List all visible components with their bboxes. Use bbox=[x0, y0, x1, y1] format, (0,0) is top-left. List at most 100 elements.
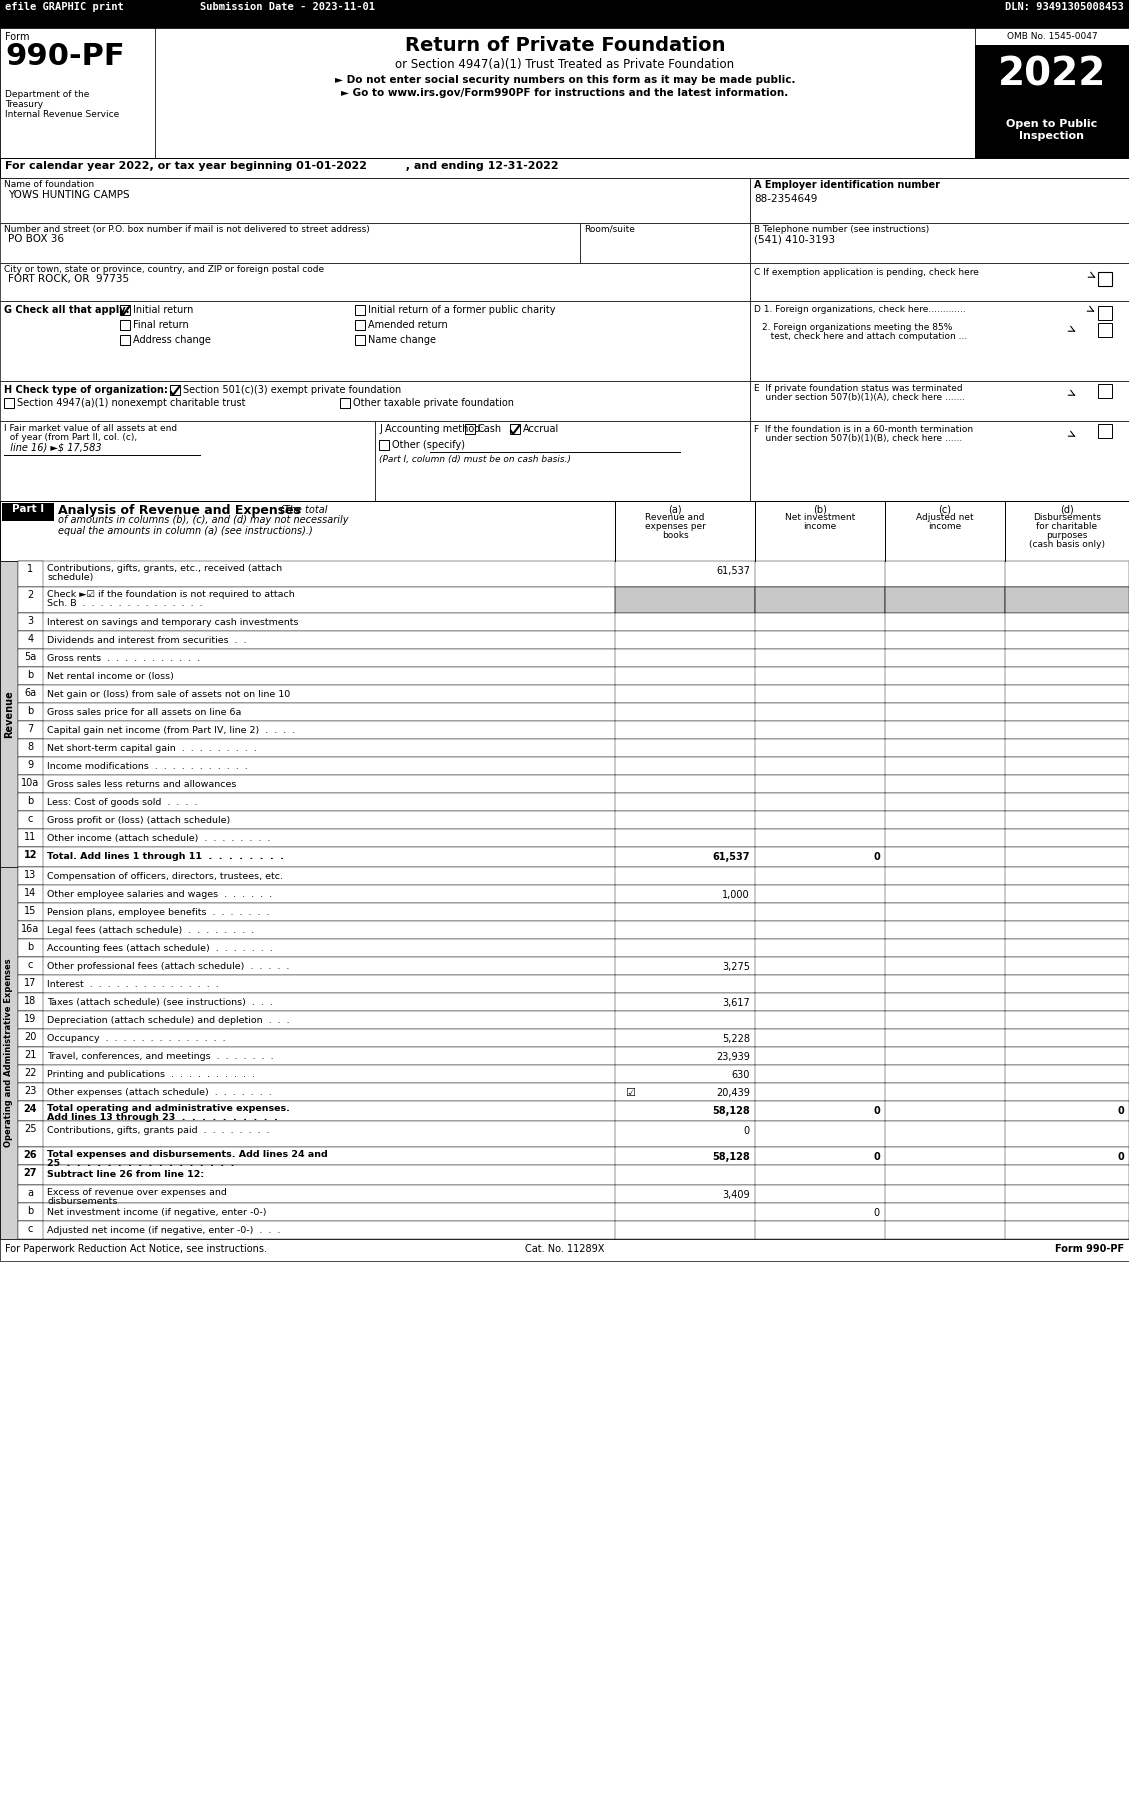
Bar bbox=[18, 649, 1129, 667]
Text: Part I: Part I bbox=[12, 503, 44, 514]
Bar bbox=[18, 561, 43, 586]
Text: Final return: Final return bbox=[133, 320, 189, 331]
Text: 17: 17 bbox=[25, 978, 36, 987]
Text: Treasury: Treasury bbox=[5, 101, 43, 110]
Text: 2: 2 bbox=[27, 590, 34, 601]
Text: Gross sales price for all assets on line 6a: Gross sales price for all assets on line… bbox=[47, 708, 242, 717]
Text: line 16) ►$ 17,583: line 16) ►$ 17,583 bbox=[5, 442, 102, 451]
Text: b: b bbox=[27, 1206, 34, 1215]
Bar bbox=[750, 300, 1129, 381]
Text: 25  .  .  .  .  .  .  .  .  .  .  .  .  .  .  .  .  .: 25 . . . . . . . . . . . . . . . . . bbox=[47, 1160, 235, 1169]
Text: 990-PF: 990-PF bbox=[5, 41, 124, 70]
Text: under section 507(b)(1)(B), check here ......: under section 507(b)(1)(B), check here .… bbox=[754, 433, 962, 442]
Text: Subtract line 26 from line 12:: Subtract line 26 from line 12: bbox=[47, 1170, 204, 1179]
Text: (b): (b) bbox=[813, 503, 826, 514]
Text: Cat. No. 11289X: Cat. No. 11289X bbox=[525, 1244, 605, 1253]
Bar bbox=[18, 885, 1129, 903]
Text: Adjusted net: Adjusted net bbox=[917, 512, 974, 521]
Bar bbox=[18, 739, 1129, 757]
Bar bbox=[120, 334, 130, 345]
Bar bbox=[18, 1203, 1129, 1221]
Text: 3,617: 3,617 bbox=[723, 998, 750, 1009]
Bar bbox=[1099, 385, 1112, 397]
Bar bbox=[885, 586, 1005, 613]
Text: of year (from Part II, col. (c),: of year (from Part II, col. (c), bbox=[5, 433, 137, 442]
Text: Form 990-PF: Form 990-PF bbox=[1054, 1244, 1124, 1253]
Text: purposes: purposes bbox=[1047, 530, 1087, 539]
Bar bbox=[18, 992, 43, 1010]
Bar bbox=[18, 939, 43, 957]
Text: 8: 8 bbox=[27, 743, 34, 752]
Text: Total. Add lines 1 through 11  .  .  .  .  .  .  .  .: Total. Add lines 1 through 11 . . . . . … bbox=[47, 852, 285, 861]
Bar bbox=[18, 847, 43, 867]
Text: Open to Public: Open to Public bbox=[1006, 119, 1097, 129]
Text: Excess of revenue over expenses and: Excess of revenue over expenses and bbox=[47, 1188, 227, 1197]
Text: 0: 0 bbox=[873, 1106, 879, 1117]
Text: Net gain or (loss) from sale of assets not on line 10: Net gain or (loss) from sale of assets n… bbox=[47, 690, 290, 699]
Text: Gross profit or (loss) (attach schedule): Gross profit or (loss) (attach schedule) bbox=[47, 816, 230, 825]
Text: 3,409: 3,409 bbox=[723, 1190, 750, 1199]
Bar bbox=[18, 903, 43, 921]
Bar bbox=[120, 320, 130, 331]
Text: B Telephone number (see instructions): B Telephone number (see instructions) bbox=[754, 225, 929, 234]
Bar bbox=[120, 306, 130, 315]
Bar bbox=[0, 223, 580, 263]
Text: Interest  .  .  .  .  .  .  .  .  .  .  .  .  .  .  .: Interest . . . . . . . . . . . . . . . bbox=[47, 980, 219, 989]
Bar bbox=[18, 1203, 43, 1221]
Bar bbox=[1005, 586, 1129, 613]
Text: Contributions, gifts, grants, etc., received (attach: Contributions, gifts, grants, etc., rece… bbox=[47, 565, 282, 574]
Bar bbox=[975, 29, 1129, 158]
Text: Pension plans, employee benefits  .  .  .  .  .  .  .: Pension plans, employee benefits . . . .… bbox=[47, 908, 270, 917]
Bar bbox=[0, 158, 1129, 178]
Bar bbox=[0, 867, 18, 1239]
Bar bbox=[18, 775, 43, 793]
Text: 10a: 10a bbox=[21, 779, 40, 788]
Text: Section 4947(a)(1) nonexempt charitable trust: Section 4947(a)(1) nonexempt charitable … bbox=[17, 397, 245, 408]
Text: 22: 22 bbox=[24, 1068, 37, 1079]
Text: 21: 21 bbox=[25, 1050, 36, 1061]
Text: H Check type of organization:: H Check type of organization: bbox=[5, 385, 168, 396]
Text: Interest on savings and temporary cash investments: Interest on savings and temporary cash i… bbox=[47, 619, 298, 628]
Text: 15: 15 bbox=[25, 906, 36, 915]
Bar bbox=[0, 263, 750, 300]
Text: b: b bbox=[27, 942, 34, 951]
Text: of amounts in columns (b), (c), and (d) may not necessarily: of amounts in columns (b), (c), and (d) … bbox=[58, 514, 349, 525]
Text: Operating and Administrative Expenses: Operating and Administrative Expenses bbox=[5, 958, 14, 1147]
Text: Other expenses (attach schedule)  .  .  .  .  .  .  .: Other expenses (attach schedule) . . . .… bbox=[47, 1088, 272, 1097]
Bar bbox=[18, 1064, 1129, 1082]
Text: 5a: 5a bbox=[25, 653, 36, 662]
Bar bbox=[0, 1239, 1129, 1260]
Text: ► Do not enter social security numbers on this form as it may be made public.: ► Do not enter social security numbers o… bbox=[335, 76, 795, 85]
Text: (The total: (The total bbox=[280, 503, 327, 514]
Bar bbox=[2, 503, 54, 521]
Text: 0: 0 bbox=[1118, 1153, 1124, 1162]
Text: 20: 20 bbox=[25, 1032, 36, 1043]
Bar bbox=[0, 381, 750, 421]
Bar bbox=[18, 921, 1129, 939]
Bar bbox=[18, 1100, 1129, 1120]
Text: Net rental income or (loss): Net rental income or (loss) bbox=[47, 672, 174, 681]
Bar bbox=[18, 811, 43, 829]
Text: 3,275: 3,275 bbox=[723, 962, 750, 973]
Text: 20,439: 20,439 bbox=[716, 1088, 750, 1099]
Text: Sch. B  .  .  .  .  .  .  .  .  .  .  .  .  .  .: Sch. B . . . . . . . . . . . . . . bbox=[47, 599, 202, 608]
Bar bbox=[0, 29, 1129, 158]
Text: Cash: Cash bbox=[478, 424, 502, 433]
Text: c: c bbox=[28, 960, 33, 969]
Text: test, check here and attach computation ...: test, check here and attach computation … bbox=[762, 333, 968, 342]
Text: City or town, state or province, country, and ZIP or foreign postal code: City or town, state or province, country… bbox=[5, 264, 324, 273]
Text: Address change: Address change bbox=[133, 334, 211, 345]
Text: DLN: 93491305008453: DLN: 93491305008453 bbox=[1005, 2, 1124, 13]
Text: Net short-term capital gain  .  .  .  .  .  .  .  .  .: Net short-term capital gain . . . . . . … bbox=[47, 744, 256, 753]
Text: Legal fees (attach schedule)  .  .  .  .  .  .  .  .: Legal fees (attach schedule) . . . . . .… bbox=[47, 926, 254, 935]
Text: Net investment: Net investment bbox=[785, 512, 855, 521]
Bar bbox=[18, 847, 1129, 867]
Bar bbox=[18, 1100, 43, 1120]
Text: 25: 25 bbox=[24, 1124, 37, 1135]
Text: a: a bbox=[27, 1188, 34, 1197]
Text: Total expenses and disbursements. Add lines 24 and: Total expenses and disbursements. Add li… bbox=[47, 1151, 327, 1160]
Bar bbox=[755, 586, 885, 613]
Bar bbox=[18, 829, 43, 847]
Text: Other income (attach schedule)  .  .  .  .  .  .  .  .: Other income (attach schedule) . . . . .… bbox=[47, 834, 270, 843]
Text: YOWS HUNTING CAMPS: YOWS HUNTING CAMPS bbox=[8, 191, 130, 200]
